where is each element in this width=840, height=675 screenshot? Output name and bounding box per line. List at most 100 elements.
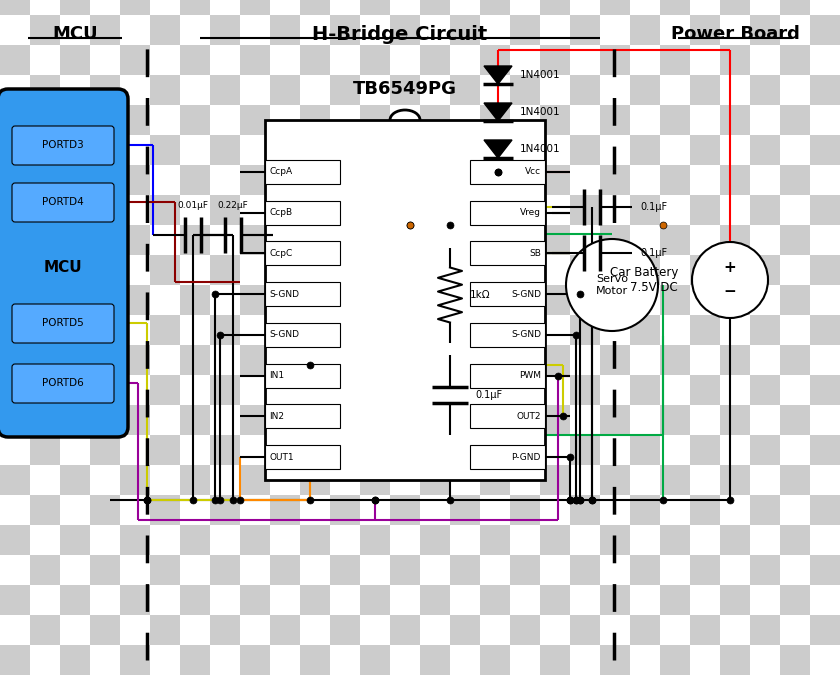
Text: 0.22μF: 0.22μF — [218, 201, 249, 210]
Bar — [540, 345, 570, 375]
Bar — [420, 195, 450, 225]
Circle shape — [566, 239, 658, 331]
Bar — [600, 555, 630, 585]
Bar — [265, 200, 340, 225]
Bar — [720, 255, 750, 285]
Bar — [120, 135, 150, 165]
Text: PORTD6: PORTD6 — [42, 378, 84, 388]
Bar — [720, 405, 750, 435]
Bar — [360, 525, 390, 555]
Bar — [210, 315, 240, 345]
Text: PWM: PWM — [519, 371, 541, 380]
Bar — [240, 75, 270, 105]
Bar — [390, 225, 420, 255]
Bar — [420, 0, 450, 15]
Text: 1N4001: 1N4001 — [520, 70, 560, 80]
Bar — [150, 345, 180, 375]
Bar — [780, 255, 810, 285]
Bar — [690, 135, 720, 165]
Bar — [180, 315, 210, 345]
Bar — [360, 15, 390, 45]
Bar — [720, 195, 750, 225]
Bar — [90, 465, 120, 495]
Bar — [0, 45, 30, 75]
Text: PORTD3: PORTD3 — [42, 140, 84, 150]
Bar — [30, 75, 60, 105]
Bar — [630, 345, 660, 375]
Bar — [750, 555, 780, 585]
Bar — [600, 105, 630, 135]
Bar — [690, 375, 720, 405]
Bar — [510, 165, 540, 195]
Bar — [690, 285, 720, 315]
Bar — [660, 285, 690, 315]
Bar — [360, 255, 390, 285]
Bar — [0, 105, 30, 135]
Bar — [540, 495, 570, 525]
Bar — [210, 585, 240, 615]
Bar — [540, 375, 570, 405]
Bar — [750, 405, 780, 435]
Bar — [470, 200, 545, 225]
Bar — [420, 285, 450, 315]
Bar — [690, 555, 720, 585]
Bar — [30, 195, 60, 225]
Bar — [420, 105, 450, 135]
Bar — [180, 195, 210, 225]
Bar — [420, 225, 450, 255]
Bar — [180, 435, 210, 465]
Bar — [600, 15, 630, 45]
Bar — [270, 315, 300, 345]
Bar — [540, 75, 570, 105]
Bar — [150, 135, 180, 165]
Bar — [540, 465, 570, 495]
Bar — [120, 585, 150, 615]
Bar — [780, 165, 810, 195]
Bar — [720, 75, 750, 105]
Bar — [0, 225, 30, 255]
Bar — [0, 135, 30, 165]
Bar — [750, 75, 780, 105]
Bar — [600, 585, 630, 615]
Bar — [780, 615, 810, 645]
Bar — [510, 555, 540, 585]
Bar — [90, 15, 120, 45]
Bar — [300, 645, 330, 675]
Bar — [690, 15, 720, 45]
Bar — [630, 495, 660, 525]
Bar — [570, 585, 600, 615]
Bar — [30, 555, 60, 585]
Bar — [30, 165, 60, 195]
Bar — [150, 195, 180, 225]
Bar — [750, 435, 780, 465]
Bar — [210, 525, 240, 555]
Bar — [300, 15, 330, 45]
Bar — [470, 364, 545, 387]
Bar — [420, 15, 450, 45]
Bar — [450, 405, 480, 435]
Bar — [450, 15, 480, 45]
Bar — [120, 405, 150, 435]
Bar — [780, 285, 810, 315]
Bar — [540, 225, 570, 255]
Bar — [630, 615, 660, 645]
Bar — [510, 645, 540, 675]
Bar — [480, 465, 510, 495]
Bar — [150, 645, 180, 675]
Bar — [540, 525, 570, 555]
Bar — [540, 585, 570, 615]
Bar — [450, 465, 480, 495]
Bar — [690, 525, 720, 555]
Bar — [90, 585, 120, 615]
Bar — [780, 585, 810, 615]
Bar — [270, 345, 300, 375]
Bar — [750, 225, 780, 255]
Bar — [480, 495, 510, 525]
Bar — [180, 465, 210, 495]
Bar — [630, 105, 660, 135]
Bar — [780, 105, 810, 135]
Bar — [540, 615, 570, 645]
Bar — [660, 495, 690, 525]
Bar — [660, 0, 690, 15]
Bar — [420, 135, 450, 165]
